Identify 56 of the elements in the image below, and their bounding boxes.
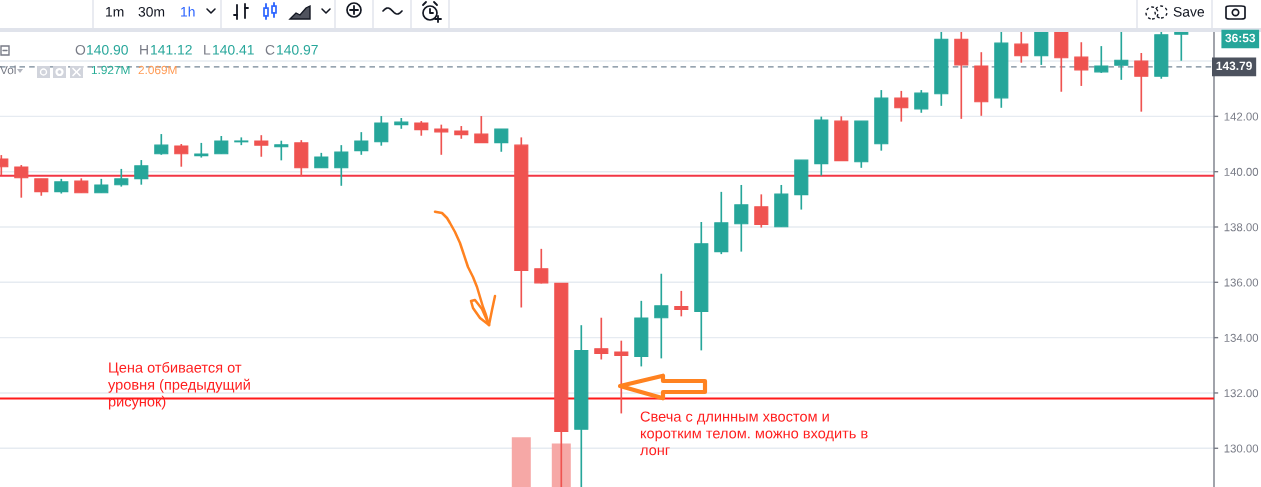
annotation: 1.927M xyxy=(91,65,130,75)
candlestick xyxy=(274,139,289,162)
y-tick-label: 130.00 xyxy=(1224,444,1259,453)
candlestick xyxy=(194,142,209,159)
candlestick xyxy=(174,143,189,168)
candlestick xyxy=(734,184,749,253)
candlestick xyxy=(674,290,689,318)
y-tick-label: 138.00 xyxy=(1224,223,1259,232)
candlestick xyxy=(914,89,929,114)
text: 36:53 xyxy=(1225,33,1256,43)
candlestick xyxy=(334,144,349,187)
ref-line-label: 143.79 xyxy=(1216,61,1252,71)
candlestick xyxy=(494,128,509,153)
candlestick xyxy=(1114,32,1129,81)
candlestick xyxy=(374,115,389,147)
y-tick-label: 132.00 xyxy=(1224,389,1259,398)
candlestick xyxy=(254,134,269,158)
candlestick xyxy=(1094,45,1109,74)
text: Save xyxy=(1173,6,1205,17)
annotation: 140.90 xyxy=(87,44,128,55)
annotation: O xyxy=(75,44,86,55)
y-tick-label: 142.00 xyxy=(1224,112,1259,121)
candlestick xyxy=(154,133,169,156)
candlestick xyxy=(434,123,449,156)
annotation: 140.97 xyxy=(277,44,318,55)
annotation: L xyxy=(204,45,211,55)
annotation: 140.41 xyxy=(213,44,254,55)
y-tick-label: 136.00 xyxy=(1224,278,1259,287)
candlestick xyxy=(594,316,609,361)
candlestick xyxy=(1034,32,1049,66)
candlestick xyxy=(1134,52,1149,113)
candlestick xyxy=(234,136,249,146)
candlestick xyxy=(134,159,149,186)
candlestick xyxy=(654,272,669,360)
y-tick-label: 134.00 xyxy=(1224,333,1259,342)
text: 30m xyxy=(138,6,165,17)
candlestick xyxy=(614,339,629,415)
y-tick-label: 140.00 xyxy=(1224,167,1259,176)
candlestick xyxy=(894,90,909,123)
annotation: 2.069M xyxy=(138,65,177,75)
candlestick xyxy=(14,164,29,199)
candlestick xyxy=(534,248,549,285)
annotation: Цена отбивается от уровня (предыдущий рисунок) xyxy=(108,361,250,410)
annotation: 141.12 xyxy=(151,44,192,55)
annotation: Свеча с длинным хвостом и коротким телом. можно входить в лонг xyxy=(640,411,868,456)
candlestick xyxy=(754,193,769,229)
candlestick xyxy=(354,131,369,156)
annotation: H xyxy=(140,45,148,55)
candlestick xyxy=(1074,41,1089,87)
text: 1m xyxy=(106,7,124,17)
candlestick xyxy=(474,115,489,144)
candlestick xyxy=(1014,32,1029,64)
text: 1h xyxy=(181,6,195,17)
candlestick xyxy=(1174,32,1189,62)
annotation: Vol xyxy=(0,65,16,75)
annotation: C xyxy=(265,44,275,55)
